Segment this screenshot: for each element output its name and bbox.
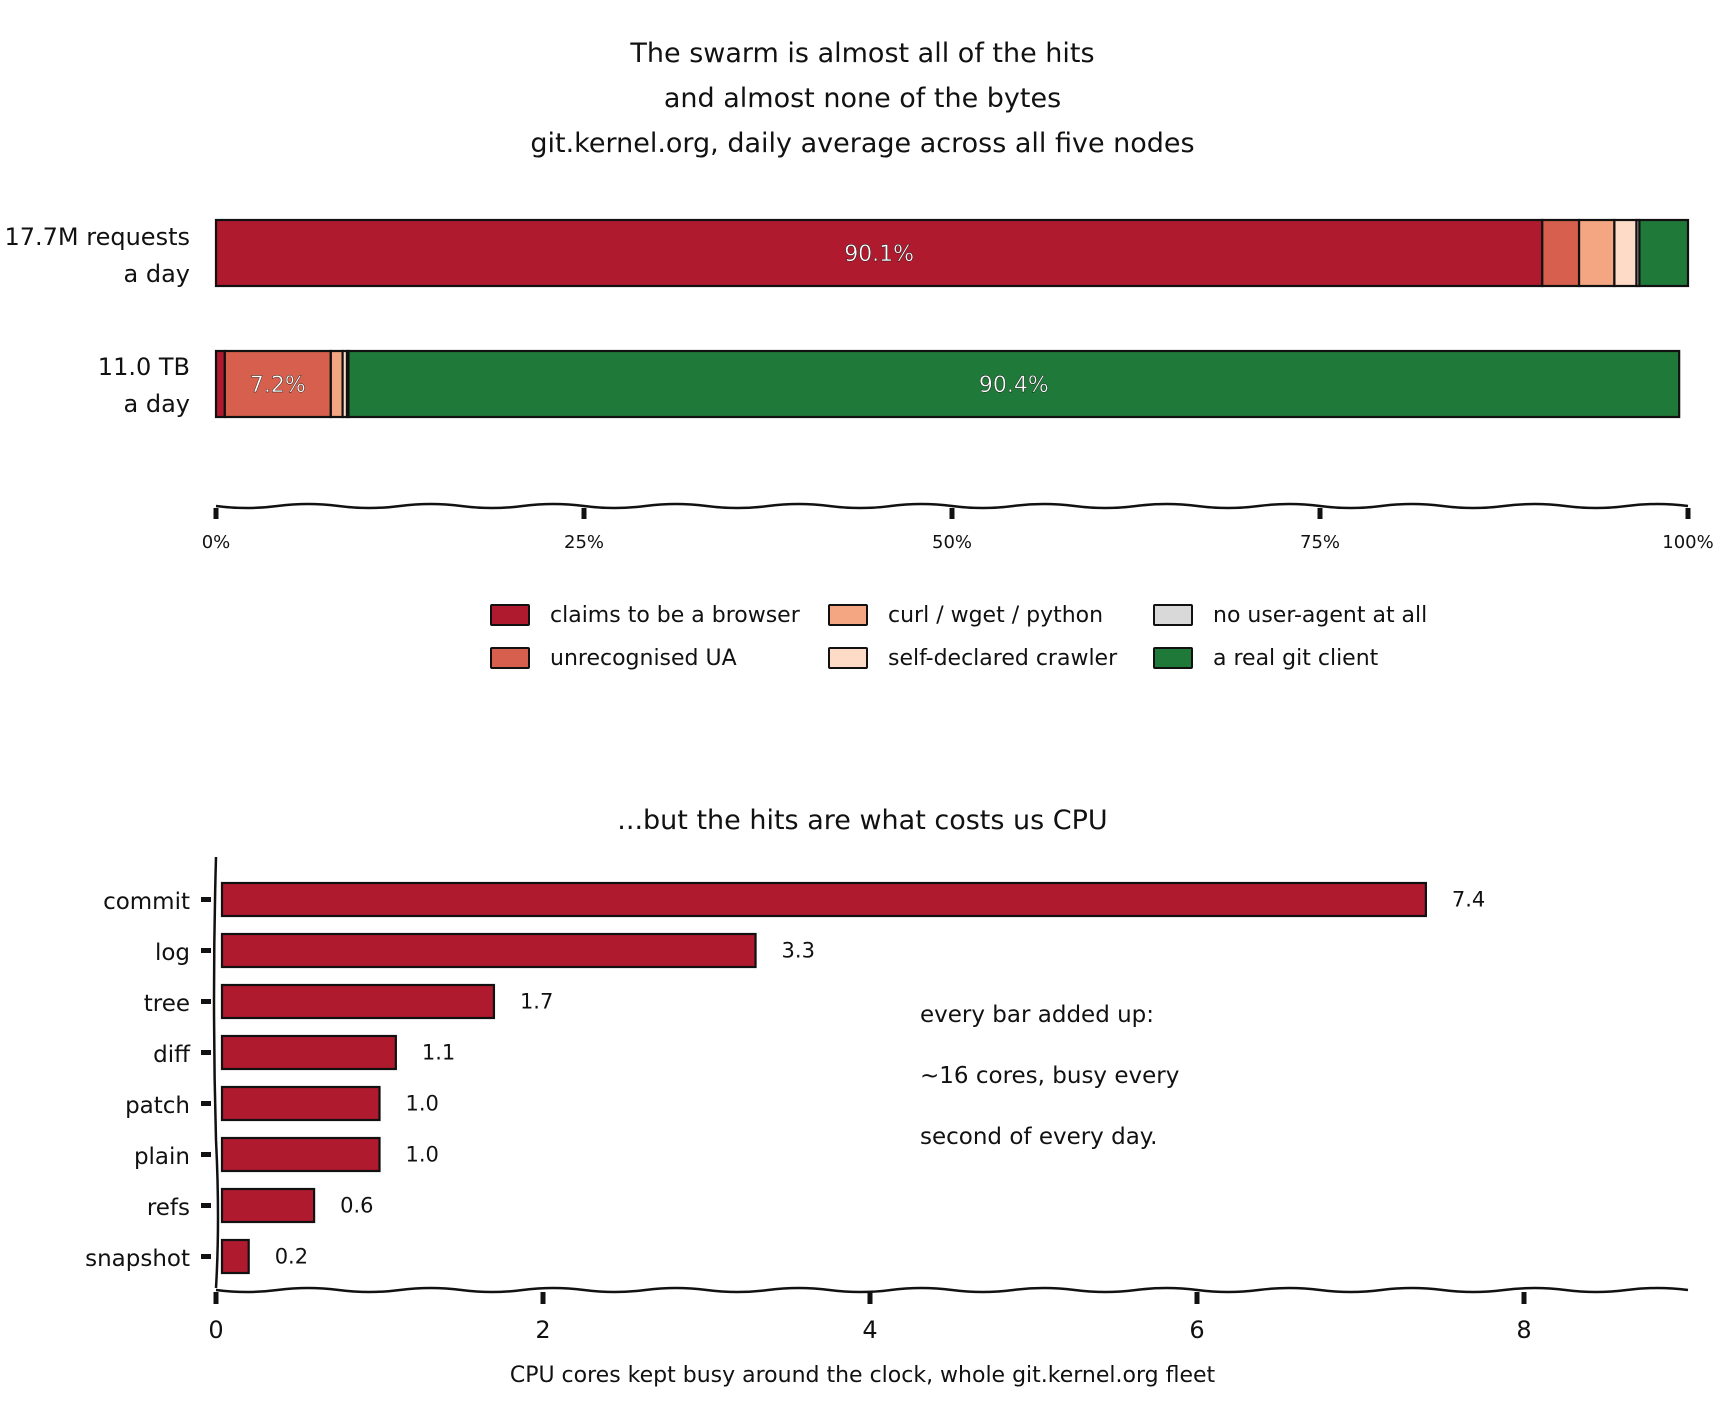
legend-label-crawler: self-declared crawler <box>888 645 1118 671</box>
chart1-x-tick-label: 75% <box>1299 532 1341 553</box>
row-label-requests: 17.7M requests a day <box>0 219 190 293</box>
chart2-title: ...but the hits are what costs us CPU <box>617 805 1108 836</box>
cpu-bar <box>220 1238 250 1275</box>
legend-item-browser: claims to be a browser <box>490 598 800 632</box>
chart1-x-tick-label: 25% <box>563 532 605 553</box>
stacked-segment <box>329 349 344 419</box>
category-label-patch: patch <box>125 1093 190 1119</box>
row-label-bytes: 11.0 TB a day <box>0 349 190 423</box>
legend-item-curl: curl / wget / python <box>828 598 1103 632</box>
stacked-segment <box>223 349 332 419</box>
legend-label-unrecognised: unrecognised UA <box>550 645 737 671</box>
chart2-x-axis-title: CPU cores kept busy around the clock, wh… <box>509 1363 1216 1388</box>
legend-label-no-ua: no user-agent at all <box>1213 602 1428 628</box>
cpu-bar-value-label: 3.3 <box>782 939 815 963</box>
category-label-plain: plain <box>133 1144 190 1170</box>
stacked-segment <box>1577 218 1616 288</box>
legend-label-browser: claims to be a browser <box>550 602 800 628</box>
stacked-segment <box>214 349 226 419</box>
row-label-bytes-line-1: 11.0 TB <box>97 353 190 381</box>
chart1-x-tick-label: 100% <box>1662 532 1714 553</box>
legend-swatch-git-client <box>1153 647 1193 669</box>
legend-item-crawler: self-declared crawler <box>828 641 1117 675</box>
cpu-bar-value-label: 7.4 <box>1452 888 1485 912</box>
chart1-x-tick-label: 0% <box>201 532 231 553</box>
row-label-requests-line-1: 17.7M requests <box>4 223 190 251</box>
annotation-line-3: second of every day. <box>920 1124 1158 1150</box>
cpu-bar-value-label: 1.7 <box>520 990 553 1014</box>
segment-value-label: 90.4% <box>979 373 1049 398</box>
row-label-requests-line-2: a day <box>123 260 190 289</box>
segment-value-label: 7.2% <box>250 373 306 398</box>
cpu-bar-value-label: 0.2 <box>275 1245 308 1269</box>
chart1-title-line-3: git.kernel.org, daily average across all… <box>530 128 1195 159</box>
chart2-x-tick-label: 8 <box>1516 1316 1532 1344</box>
stacked-segment <box>214 218 1544 288</box>
chart2-x-tick-label: 4 <box>862 1316 878 1344</box>
stacked-segment <box>1638 218 1690 288</box>
cpu-bar <box>220 983 496 1020</box>
category-label-snapshot: snapshot <box>85 1246 190 1272</box>
row-label-bytes-line-2: a day <box>123 390 190 419</box>
cpu-bar-value-label: 1.1 <box>422 1041 455 1065</box>
cpu-bar-value-label: 1.0 <box>406 1092 439 1116</box>
category-label-commit: commit <box>103 889 190 915</box>
legend-item-unrecognised: unrecognised UA <box>490 641 737 675</box>
cpu-bar <box>220 1136 381 1173</box>
annotation-line-1: every bar added up: <box>920 1002 1155 1028</box>
cpu-bar <box>220 881 1428 918</box>
legend-swatch-unrecognised <box>490 647 530 669</box>
chart2-x-tick-label: 0 <box>208 1316 224 1344</box>
category-label-refs: refs <box>146 1195 190 1221</box>
stacked-segment <box>347 349 1681 419</box>
cpu-bar <box>220 1085 381 1122</box>
segment-value-label: 90.1% <box>844 242 914 267</box>
category-label-log: log <box>154 940 190 966</box>
legend-swatch-browser <box>490 604 530 626</box>
chart2-x-tick-label: 2 <box>535 1316 551 1344</box>
chart2-x-axis-line <box>215 1286 1689 1294</box>
chart1-title-line-1: The swarm is almost all of the hits <box>630 38 1095 69</box>
chart1-legend: claims to be a browser unrecognised UA c… <box>485 598 1445 688</box>
legend-swatch-no-ua <box>1153 604 1193 626</box>
chart1-title-line-2: and almost none of the bytes <box>663 83 1062 114</box>
cpu-bar <box>220 1034 397 1071</box>
cpu-bar-value-label: 1.0 <box>406 1143 439 1167</box>
cpu-bar <box>220 1187 316 1224</box>
legend-label-curl: curl / wget / python <box>888 602 1104 628</box>
chart1-x-axis-line <box>215 502 1689 510</box>
stacked-segment <box>1613 218 1638 288</box>
chart2-y-axis-line <box>212 856 220 1289</box>
stacked-segment <box>1541 218 1581 288</box>
category-label-diff: diff <box>153 1042 190 1068</box>
legend-item-git-client: a real git client <box>1153 641 1378 675</box>
legend-swatch-curl <box>828 604 868 626</box>
cpu-bar-value-label: 0.6 <box>340 1194 373 1218</box>
chart1-x-tick-label: 50% <box>931 532 973 553</box>
annotation-line-2: ~16 cores, busy every <box>920 1063 1180 1089</box>
legend-label-git-client: a real git client <box>1213 645 1379 671</box>
legend-swatch-crawler <box>828 647 868 669</box>
category-label-tree: tree <box>143 991 190 1017</box>
chart2-x-tick-label: 6 <box>1189 1316 1205 1344</box>
cpu-bar <box>220 932 757 969</box>
legend-item-no-ua: no user-agent at all <box>1153 598 1427 632</box>
